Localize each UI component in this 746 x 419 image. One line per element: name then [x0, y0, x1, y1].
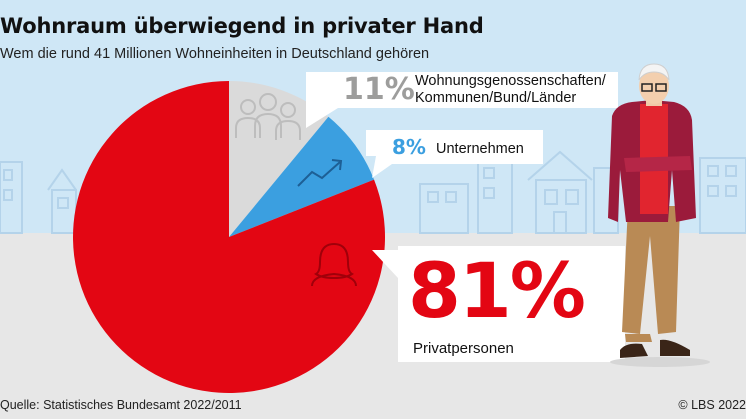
people-group-icon — [235, 93, 301, 140]
copyright-note: © LBS 2022 — [678, 398, 746, 412]
slice-label-unternehmen: Unternehmen — [436, 141, 524, 157]
slice-label-genossenschaften: Wohnungsgenossenschaften/ Kommunen/Bund/… — [415, 73, 606, 106]
pie-slice-privatpersonen — [73, 81, 386, 393]
pie-slice-genossenschaften — [229, 81, 329, 237]
page-title: Wohnraum überwiegend in privater Hand — [0, 14, 484, 38]
standing-man-illustration — [608, 63, 710, 367]
slice-value-unternehmen: 8% — [392, 135, 426, 159]
pie-slice-unternehmen — [229, 116, 375, 237]
page-subtitle: Wem die rund 41 Millionen Wohneinheiten … — [0, 46, 430, 62]
trend-arrow-icon — [297, 159, 343, 187]
callout-genossenschaften — [306, 72, 618, 128]
pie-chart — [73, 81, 386, 393]
slice-value-privatpersonen: 81% — [408, 246, 586, 335]
slice-label-privatpersonen: Privatpersonen — [413, 340, 514, 357]
callout-unternehmen — [366, 130, 543, 178]
callout-privatpersonen — [372, 246, 625, 362]
person-icon — [311, 242, 357, 287]
source-note: Quelle: Statistisches Bundesamt 2022/201… — [0, 398, 242, 412]
slice-value-genossenschaften: 11% — [343, 72, 415, 107]
